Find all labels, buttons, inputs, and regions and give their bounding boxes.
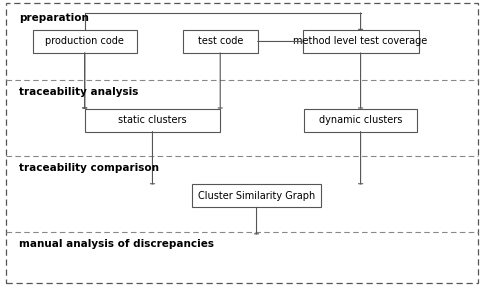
Text: traceability analysis: traceability analysis xyxy=(19,87,139,97)
Text: dynamic clusters: dynamic clusters xyxy=(319,115,402,125)
Text: manual analysis of discrepancies: manual analysis of discrepancies xyxy=(19,239,214,249)
Text: production code: production code xyxy=(45,37,124,46)
Text: static clusters: static clusters xyxy=(118,115,187,125)
FancyBboxPatch shape xyxy=(193,184,321,207)
Text: preparation: preparation xyxy=(19,13,89,23)
Text: traceability comparison: traceability comparison xyxy=(19,163,159,173)
FancyBboxPatch shape xyxy=(85,109,220,132)
Text: method level test coverage: method level test coverage xyxy=(293,37,428,46)
FancyBboxPatch shape xyxy=(304,109,417,132)
FancyBboxPatch shape xyxy=(32,30,136,53)
FancyBboxPatch shape xyxy=(183,30,257,53)
FancyBboxPatch shape xyxy=(302,30,419,53)
Text: Cluster Similarity Graph: Cluster Similarity Graph xyxy=(198,191,315,201)
Text: test code: test code xyxy=(197,37,243,46)
